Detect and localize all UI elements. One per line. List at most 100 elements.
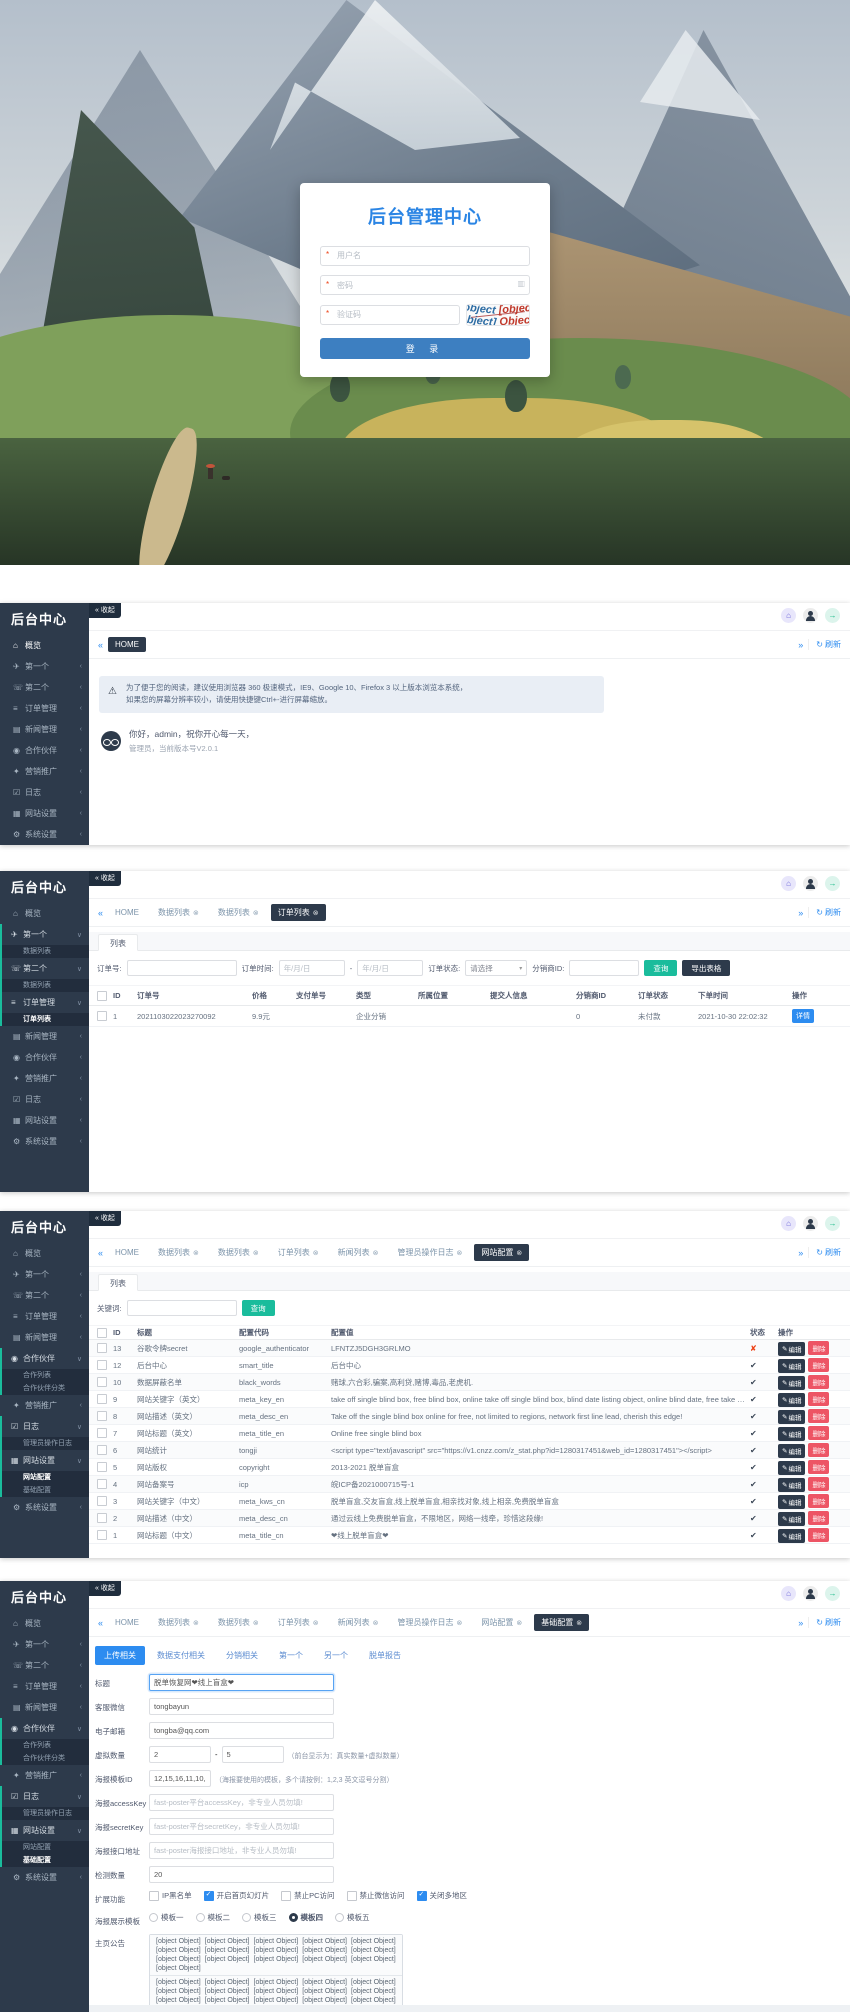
password-reveal-icon[interactable]: ▥	[517, 278, 525, 288]
sidebar-item[interactable]: ✦ 营销推广 ‹	[2, 1068, 89, 1089]
collapse-sidebar-button[interactable]: « 收起	[89, 871, 121, 886]
sidebar-subitem[interactable]: 网站配置	[23, 1474, 51, 1481]
sidebar-item[interactable]: ☏ 第二个 ‹	[2, 1285, 89, 1306]
delete-button[interactable]: 删除	[808, 1510, 830, 1525]
sidebar-subitem[interactable]: 数据列表	[23, 948, 51, 955]
scroll-left-icon[interactable]: «	[98, 639, 104, 650]
row-checkbox[interactable]	[97, 1428, 107, 1438]
select-all-checkbox[interactable]	[97, 1327, 107, 1338]
search-button[interactable]: 查询	[644, 960, 678, 976]
edit-button[interactable]: ✎ 编辑	[778, 1494, 806, 1509]
user-icon[interactable]	[803, 1216, 818, 1231]
editor-tool-icon[interactable]: [object Object]	[204, 1938, 250, 1945]
refresh-button[interactable]: ↻ 刷新	[808, 1617, 841, 1628]
tab[interactable]: 订单列表 ⊗	[271, 1614, 326, 1631]
editor-tool-icon[interactable]: [object Object]	[156, 1988, 201, 1995]
delete-button[interactable]: 删除	[808, 1425, 830, 1440]
user-icon[interactable]	[803, 1586, 818, 1601]
refresh-button[interactable]: ↻ 刷新	[808, 907, 841, 918]
search-button[interactable]: 查询	[241, 1300, 275, 1316]
row-checkbox[interactable]	[97, 1011, 107, 1021]
scroll-right-icon[interactable]: »	[798, 639, 804, 650]
scroll-right-icon[interactable]: »	[798, 1247, 804, 1258]
virtual-max-input[interactable]	[221, 1746, 284, 1763]
tab[interactable]: HOME	[108, 637, 147, 652]
close-icon[interactable]: ⊗	[252, 1619, 259, 1627]
sidebar-item[interactable]: ⚙ 系统设置 ‹	[2, 1867, 89, 1888]
date-start-input[interactable]	[278, 960, 345, 976]
tab[interactable]: 订单列表 ⊗	[271, 1244, 326, 1261]
tab[interactable]: 网站配置 ⊗	[474, 1244, 530, 1261]
editor-tool-icon[interactable]: [object Object]	[253, 1947, 299, 1954]
sidebar-item[interactable]: ≡ 订单管理 ∨	[2, 992, 89, 1013]
sidebar-item[interactable]: ⌂ 概览	[2, 1243, 89, 1264]
delete-button[interactable]: 删除	[808, 1340, 830, 1355]
template-radio[interactable]: 模板四	[288, 1912, 323, 1923]
editor-tool-icon[interactable]: [object Object]	[302, 1988, 347, 1995]
sidebar-item[interactable]: ✦ 营销推广 ‹	[2, 1765, 89, 1786]
editor-tool-icon[interactable]: [object Object]	[253, 1979, 299, 1986]
sidebar-item[interactable]: ⌂ 概览	[2, 635, 89, 656]
collapse-sidebar-button[interactable]: « 收起	[89, 1581, 121, 1596]
editor-tool-icon[interactable]: [object Object]	[156, 1979, 201, 1986]
sidebar-item[interactable]: ▦ 网站设置 ‹	[2, 803, 89, 824]
editor-tool-icon[interactable]: [object Object]	[204, 1997, 250, 2004]
editor-tool-icon[interactable]: [object Object]	[302, 1979, 347, 1986]
tab[interactable]: 数据列表 ⊗	[151, 1244, 206, 1261]
close-icon[interactable]: ⊗	[312, 1619, 319, 1627]
delete-button[interactable]: 删除	[808, 1493, 830, 1508]
editor-tool-icon[interactable]: [object Object]	[351, 1938, 396, 1945]
editor-tool-icon[interactable]: [object Object]	[156, 1956, 201, 1963]
sidebar-item[interactable]: ≡ 订单管理 ‹	[2, 698, 89, 719]
collapse-sidebar-button[interactable]: « 收起	[89, 603, 121, 618]
sidebar-item[interactable]: ☑ 日志 ∨	[2, 1416, 89, 1437]
editor-tool-icon[interactable]: [object Object]	[302, 1956, 347, 1963]
editor-tool-icon[interactable]: [object Object]	[302, 1997, 347, 2004]
close-icon[interactable]: ⊗	[193, 1619, 199, 1627]
sidebar-item[interactable]: ▤ 新闻管理 ‹	[2, 1026, 89, 1047]
edit-button[interactable]: ✎ 编辑	[778, 1392, 806, 1407]
sidebar-item[interactable]: ✈ 第一个 ∨	[2, 924, 89, 945]
close-icon[interactable]: ⊗	[456, 1619, 463, 1627]
logout-icon[interactable]: →	[825, 608, 840, 623]
editor-tool-icon[interactable]: [object Object]	[204, 1947, 250, 1954]
template-radio[interactable]: 模板三	[242, 1912, 277, 1923]
delete-button[interactable]: 删除	[808, 1527, 830, 1542]
config-subtab[interactable]: 脱单报告	[369, 1651, 401, 1660]
edit-button[interactable]: ✎ 编辑	[778, 1511, 806, 1526]
delete-button[interactable]: 删除	[808, 1374, 830, 1389]
editor-tool-icon[interactable]: [object Object]	[204, 1979, 250, 1986]
home-icon[interactable]: ⌂	[781, 1586, 796, 1601]
sidebar-subitem[interactable]: 管理员操作日志	[23, 1440, 72, 1447]
config-subtab[interactable]: 另一个	[324, 1651, 348, 1660]
sidebar-item[interactable]: ✦ 营销推广 ‹	[2, 1395, 89, 1416]
edit-button[interactable]: ✎ 编辑	[778, 1460, 806, 1475]
editor-tool-icon[interactable]: [object Object]	[156, 1997, 201, 2004]
service-wechat-input[interactable]	[149, 1698, 334, 1715]
close-icon[interactable]: ⊗	[372, 1249, 379, 1257]
check-qty-input[interactable]	[149, 1866, 334, 1883]
feature-checkbox[interactable]: 开启首页幻灯片	[203, 1890, 269, 1901]
row-checkbox[interactable]	[97, 1496, 107, 1506]
tab[interactable]: 订单列表 ⊗	[270, 904, 326, 921]
sidebar-subitem[interactable]: 基础配置	[23, 1857, 51, 1864]
edit-button[interactable]: ✎ 编辑	[778, 1375, 806, 1390]
export-button[interactable]: 导出表格	[682, 960, 731, 976]
sidebar-item[interactable]: ◉ 合作伙伴 ∨	[2, 1718, 89, 1739]
feature-checkbox[interactable]: IP黑名单	[149, 1890, 192, 1901]
site-title-input[interactable]	[149, 1674, 334, 1691]
scroll-right-icon[interactable]: »	[798, 907, 804, 918]
template-radio[interactable]: 模板五	[335, 1912, 370, 1923]
row-checkbox[interactable]	[97, 1530, 107, 1540]
editor-tool-icon[interactable]: [object Object]	[351, 1956, 396, 1963]
poster-access-key-input[interactable]	[149, 1794, 334, 1811]
tab[interactable]: 数据列表 ⊗	[211, 904, 266, 921]
sidebar-item[interactable]: ◉ 合作伙伴 ‹	[2, 1047, 89, 1068]
detail-button[interactable]: 详情	[792, 1009, 814, 1023]
editor-tool-icon[interactable]: [object Object]	[156, 1938, 201, 1945]
sidebar-item[interactable]: ☑ 日志 ∨	[2, 1786, 89, 1807]
panel-tab-list[interactable]: 列表	[98, 934, 138, 951]
refresh-button[interactable]: ↻ 刷新	[808, 1247, 841, 1258]
sidebar-item[interactable]: ▦ 网站设置 ‹	[2, 1110, 89, 1131]
home-icon[interactable]: ⌂	[781, 876, 796, 891]
